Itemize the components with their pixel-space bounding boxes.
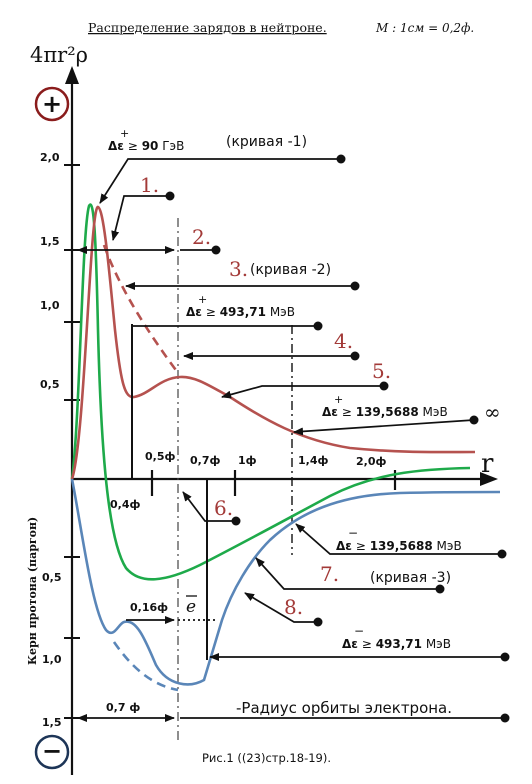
x-axis-label: r <box>481 449 494 479</box>
x-tick-0-5: 0,5ф <box>145 450 175 463</box>
plus-sign: + <box>42 90 62 118</box>
tick-label-0-5: 0,5 <box>40 378 60 391</box>
x-tick-0-4: 0,4ф <box>110 498 140 511</box>
curve-2-label: (кривая -2) <box>250 262 331 278</box>
label-6: 6. <box>214 496 233 520</box>
svg-text:Δε ≥ 90 ГэВ: Δε ≥ 90 ГэВ <box>108 139 184 153</box>
tick-label-neg-1-5: 1,5 <box>42 716 62 729</box>
svg-text:+: + <box>198 293 207 306</box>
label-8: 8. <box>284 595 303 619</box>
x-tick-0-7: 0,7ф <box>190 454 220 467</box>
svg-text:+: + <box>334 393 343 406</box>
label-4: 4. <box>334 329 353 353</box>
tick-label-neg-1-0: 1,0 <box>42 653 62 666</box>
energy-label-139-plus: Δε ≥ 139,5688 МэВ + <box>322 393 448 419</box>
plus-sign-circle <box>34 86 70 122</box>
curve-3-label: (кривая -3) <box>370 570 451 586</box>
curve-blue <box>70 478 501 686</box>
minus-sign-circle <box>34 734 70 770</box>
svg-text:Δε ≥ 139,5688 МэВ: Δε ≥ 139,5688 МэВ <box>336 539 462 553</box>
left-axis-label: Керн протона (паргон) <box>26 517 39 665</box>
tick-label-1-0: 1,0 <box>40 299 60 312</box>
svg-text:Δε ≥ 139,5688 МэВ: Δε ≥ 139,5688 МэВ <box>322 405 448 419</box>
label-7: 7. <box>320 562 339 586</box>
x-axis-arrow <box>480 472 498 486</box>
y-axis-arrow <box>65 66 79 84</box>
scale-note: M : 1см = 0,2ф. <box>375 21 474 35</box>
infinity-symbol: ∞ <box>484 400 501 424</box>
orbit-radius-text: -Радиус орбиты электрона. <box>236 699 452 717</box>
energy-label-139-minus: Δε ≥ 139,5688 МэВ − <box>336 526 462 553</box>
x-tick-1: 1ф <box>238 454 257 467</box>
x-tick-1-4: 1,4ф <box>298 454 328 467</box>
label-1: 1. <box>140 173 159 197</box>
label-3: 3. <box>229 257 248 281</box>
diagram-title: Распределение зарядов в нейтроне. <box>88 20 327 35</box>
curve-green <box>70 203 471 581</box>
tick-label-2-0: 2,0 <box>40 151 60 164</box>
label-0-16: 0,16ф <box>130 601 168 614</box>
energy-label-493-minus: Δε ≥ 493,71 МэВ − <box>342 624 451 651</box>
annotation-lines <box>77 158 505 722</box>
label-2: 2. <box>192 225 211 249</box>
svg-text:−: − <box>348 526 358 540</box>
energy-label-493-plus: Δε ≥ 493,71 МэВ + <box>186 293 295 319</box>
minus-sign: − <box>42 737 62 765</box>
tick-label-1-5: 1,5 <box>40 235 60 248</box>
curve-blue-dashed <box>112 641 179 692</box>
svg-text:Δε ≥ 493,71 МэВ: Δε ≥ 493,71 МэВ <box>342 637 451 651</box>
electron-symbol: e <box>186 597 196 617</box>
tick-label-neg-0-5: 0,5 <box>42 571 62 584</box>
curve-1-label: (кривая -1) <box>226 134 307 150</box>
energy-label-90: Δε ≥ 90 ГэВ + <box>108 127 184 153</box>
curve-red-dashed <box>102 244 180 374</box>
svg-text:−: − <box>354 624 364 638</box>
annotation-dots <box>165 154 510 723</box>
curve-red <box>70 205 476 480</box>
svg-text:+: + <box>120 127 129 140</box>
y-axis-label: 4πr²ρ <box>30 43 88 67</box>
figure-caption: Рис.1 ((23)стр.18-19). <box>202 751 331 765</box>
label-5: 5. <box>372 359 391 383</box>
svg-text:Δε ≥ 493,71 МэВ: Δε ≥ 493,71 МэВ <box>186 305 295 319</box>
x-tick-2-0: 2,0ф <box>356 455 386 468</box>
label-0-7-radius: 0,7 ф <box>106 701 140 714</box>
